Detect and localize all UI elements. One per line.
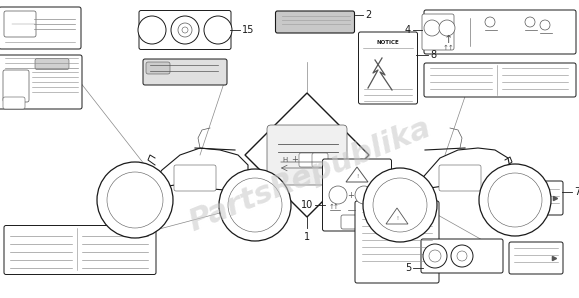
FancyBboxPatch shape <box>341 215 363 229</box>
FancyBboxPatch shape <box>146 62 170 74</box>
FancyBboxPatch shape <box>139 10 231 49</box>
FancyBboxPatch shape <box>276 11 354 33</box>
Circle shape <box>485 17 495 27</box>
FancyBboxPatch shape <box>152 23 160 37</box>
Circle shape <box>373 178 427 232</box>
FancyBboxPatch shape <box>358 32 417 104</box>
Text: PartsRepublika: PartsRepublika <box>185 113 435 237</box>
Text: 4: 4 <box>405 25 411 35</box>
FancyBboxPatch shape <box>355 201 439 283</box>
Text: 10: 10 <box>301 200 313 210</box>
Text: !: ! <box>356 173 358 179</box>
Text: H: H <box>283 157 288 163</box>
Text: ↑: ↑ <box>444 35 453 45</box>
FancyBboxPatch shape <box>422 14 454 50</box>
Text: 7: 7 <box>574 187 579 197</box>
FancyBboxPatch shape <box>421 239 503 273</box>
FancyBboxPatch shape <box>312 153 328 167</box>
FancyBboxPatch shape <box>3 70 29 102</box>
Text: NOTICE: NOTICE <box>376 40 400 44</box>
Circle shape <box>540 20 550 30</box>
Circle shape <box>525 17 535 27</box>
Circle shape <box>228 178 282 232</box>
Text: 1: 1 <box>304 232 310 242</box>
Circle shape <box>178 23 192 37</box>
FancyBboxPatch shape <box>174 165 216 191</box>
Text: ↑↑: ↑↑ <box>442 45 454 51</box>
Text: ↑: ↑ <box>333 204 339 210</box>
FancyBboxPatch shape <box>424 10 576 54</box>
FancyBboxPatch shape <box>439 165 481 191</box>
Circle shape <box>488 173 542 227</box>
Circle shape <box>451 245 473 267</box>
Polygon shape <box>245 93 369 217</box>
Text: 5: 5 <box>405 263 411 273</box>
FancyBboxPatch shape <box>323 159 391 231</box>
Circle shape <box>204 16 232 44</box>
Circle shape <box>107 172 163 228</box>
Circle shape <box>424 20 440 36</box>
FancyBboxPatch shape <box>4 11 36 37</box>
Circle shape <box>363 168 437 242</box>
Circle shape <box>97 162 173 238</box>
Circle shape <box>457 251 467 261</box>
Text: !: ! <box>396 215 398 221</box>
FancyBboxPatch shape <box>509 181 563 215</box>
Polygon shape <box>346 167 368 182</box>
Text: 15: 15 <box>242 25 254 35</box>
Circle shape <box>439 20 455 36</box>
FancyBboxPatch shape <box>424 63 576 97</box>
FancyBboxPatch shape <box>144 23 154 37</box>
Circle shape <box>138 16 166 44</box>
FancyBboxPatch shape <box>0 55 82 109</box>
Circle shape <box>182 27 188 33</box>
FancyBboxPatch shape <box>3 97 25 109</box>
Circle shape <box>329 186 347 204</box>
FancyBboxPatch shape <box>0 7 81 49</box>
FancyBboxPatch shape <box>267 125 347 185</box>
FancyBboxPatch shape <box>212 22 224 38</box>
FancyBboxPatch shape <box>143 59 227 85</box>
Text: ↑: ↑ <box>329 204 335 210</box>
Circle shape <box>429 250 441 262</box>
Circle shape <box>423 244 447 268</box>
FancyBboxPatch shape <box>299 153 315 167</box>
Polygon shape <box>386 208 408 224</box>
FancyBboxPatch shape <box>35 58 69 69</box>
Text: 2: 2 <box>365 10 371 20</box>
Circle shape <box>479 164 551 236</box>
FancyBboxPatch shape <box>4 226 156 274</box>
Circle shape <box>219 169 291 241</box>
Circle shape <box>355 186 373 204</box>
FancyBboxPatch shape <box>509 242 563 274</box>
Circle shape <box>171 16 199 44</box>
Text: +: + <box>292 156 298 164</box>
Text: +: + <box>347 190 354 199</box>
Text: 8: 8 <box>430 50 436 60</box>
